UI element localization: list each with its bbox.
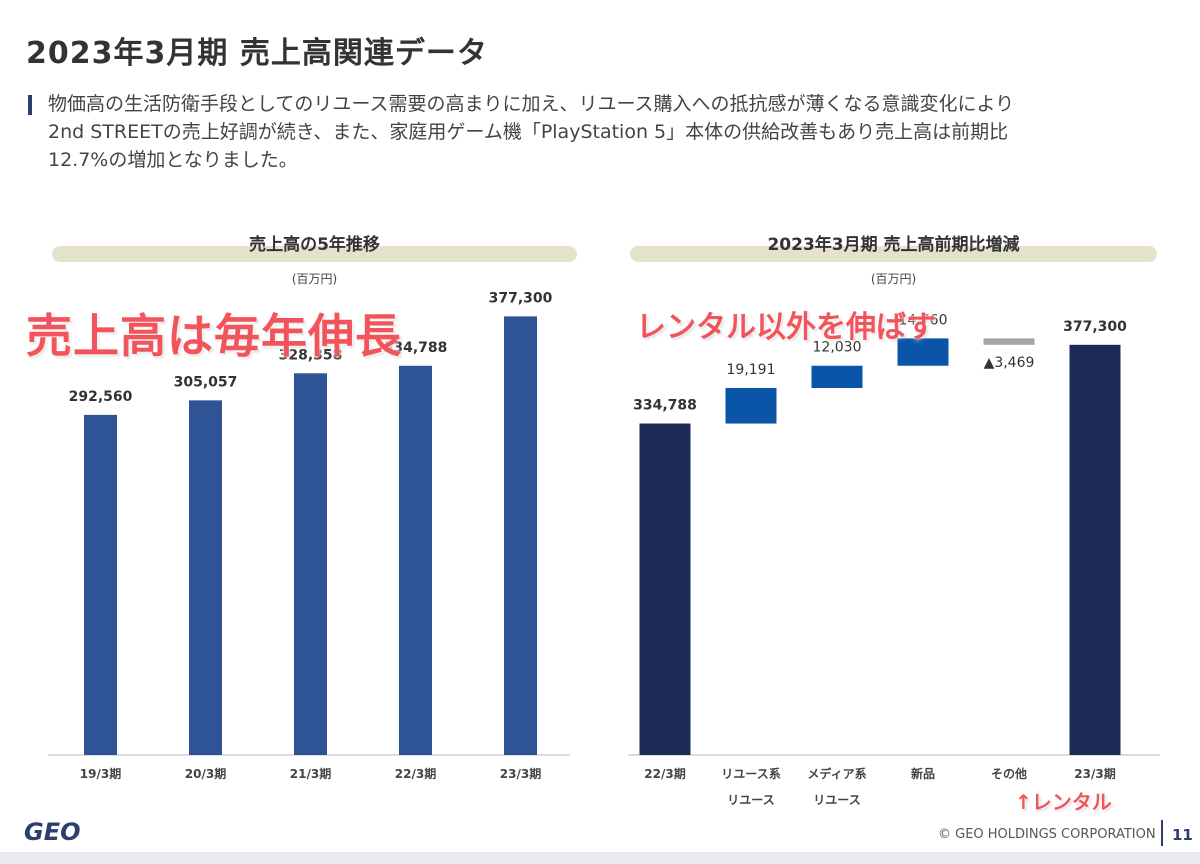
left-heading-band (52, 246, 577, 262)
right-category-label: メディア系 (807, 766, 866, 781)
left-bar (84, 414, 117, 755)
geo-logo: GEO (22, 818, 92, 848)
left-category-label: 22/3期 (395, 766, 436, 781)
left-bar-chart: 292,560 19/3期 305,057 20/3期 328,358 21/3期 334,… (48, 290, 570, 781)
left-category-label: 19/3期 (80, 766, 121, 781)
right-category-label: リユース系 (721, 766, 780, 781)
right-bar (983, 338, 1035, 345)
left-bar-value-label: 334,788 (384, 340, 448, 356)
page-number: 11 (1172, 826, 1193, 844)
left-bar (504, 316, 537, 755)
right-category-sublabel: リユース (727, 793, 774, 807)
left-bar (399, 365, 432, 755)
right-category-label: 新品 (911, 766, 935, 781)
right-bar (811, 365, 863, 389)
right-chart-heading: 2023年3月期 売上高前期比増減 (767, 235, 1020, 255)
left-category-label: 23/3期 (500, 766, 541, 781)
description-accent-bar (28, 95, 32, 115)
left-chart-unit: (百万円) (291, 272, 338, 286)
left-category-label: 20/3期 (185, 766, 226, 781)
right-category-label: その他 (991, 766, 1027, 781)
left-category-label: 21/3期 (290, 766, 331, 781)
right-category-sublabel: リユース (813, 793, 860, 807)
right-bar-value-label: 14,760 (899, 312, 948, 328)
right-bar-value-label: 334,788 (633, 398, 697, 414)
right-heading-band (630, 246, 1157, 262)
right-bar-value-label: 19,191 (727, 362, 776, 378)
footer-strip (0, 852, 1200, 864)
left-bar-value-label: 377,300 (489, 290, 553, 306)
description-line-3: 12.7%の増加となりました。 (48, 149, 298, 171)
right-bar (725, 388, 777, 424)
logo-text: GEO (24, 818, 81, 844)
copyright: © GEO HOLDINGS CORPORATION (938, 827, 1156, 842)
rental-note: ↑レンタル (1015, 790, 1112, 814)
left-bar (294, 373, 327, 755)
page-separator (1161, 820, 1163, 846)
page-title: 2023年3月期 売上高関連データ (26, 36, 488, 71)
left-bar-value-label: 305,057 (174, 374, 238, 390)
right-chart-unit: (百万円) (870, 272, 917, 286)
right-bar (639, 423, 691, 755)
right-bar (1069, 344, 1121, 755)
right-category-label: 22/3期 (644, 766, 685, 781)
right-bar (897, 338, 949, 366)
right-bar-value-label: 377,300 (1063, 319, 1127, 335)
left-bar-value-label: 328,358 (279, 347, 343, 363)
description-line-2: 2nd STREETの売上好調が続き、また、家庭用ゲーム機「PlayStatio… (48, 121, 1009, 143)
right-bar-value-label: 12,030 (813, 340, 862, 356)
left-chart-heading: 売上高の5年推移 (249, 235, 380, 255)
right-category-label: 23/3期 (1074, 766, 1115, 781)
left-bar (189, 400, 222, 755)
right-callout: レンタル以外を伸ばす (636, 310, 936, 345)
right-bar-value-label: ▲3,469 (984, 355, 1035, 371)
description-line-1: 物価高の生活防衛手段としてのリユース需要の高まりに加え、リユース購入への抵抗感が… (48, 93, 1015, 115)
left-bar-value-label: 292,560 (69, 389, 133, 405)
left-callout: 売上高は毎年伸長 (26, 309, 402, 363)
